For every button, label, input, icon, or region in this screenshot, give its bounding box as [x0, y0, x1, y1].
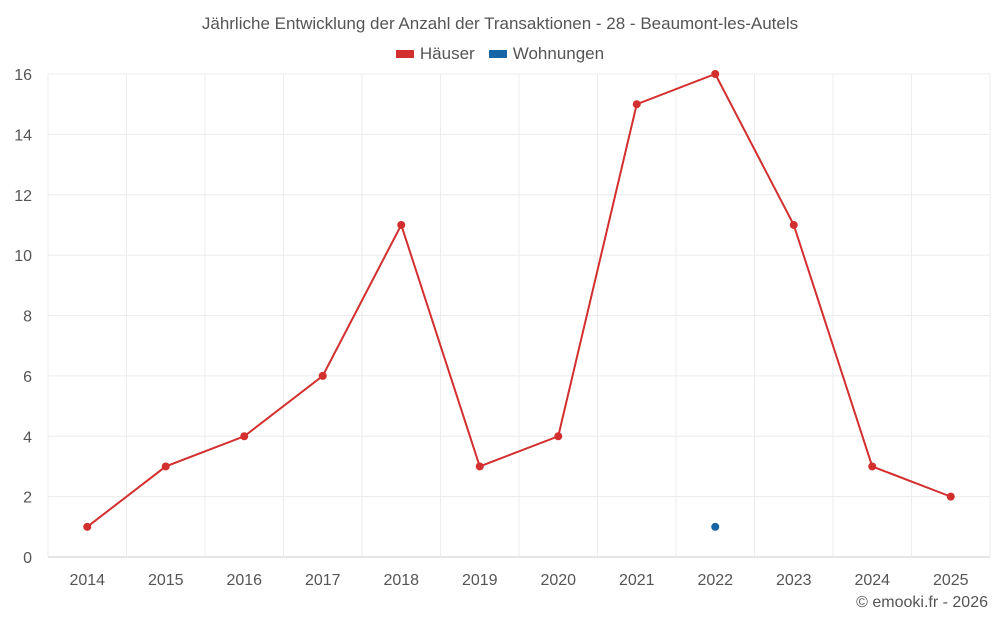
y-tick-label: 14	[14, 127, 32, 144]
x-tick-label: 2023	[776, 572, 812, 589]
data-point	[318, 371, 327, 380]
y-tick-label: 12	[14, 188, 32, 205]
data-point	[789, 220, 798, 229]
x-tick-label: 2014	[69, 572, 105, 589]
x-tick-label: 2017	[305, 572, 341, 589]
y-axis-ticks: 0 2 4 6 8 10 12 14 16	[14, 67, 32, 567]
x-tick-label: 2019	[462, 572, 498, 589]
data-point	[554, 432, 563, 441]
x-tick-label: 2018	[383, 572, 419, 589]
series-points	[83, 70, 955, 531]
data-point	[475, 462, 484, 471]
series-lines	[86, 72, 952, 528]
data-point	[240, 432, 249, 441]
y-tick-label: 8	[23, 309, 32, 326]
data-point	[868, 462, 877, 471]
data-point	[83, 522, 92, 531]
x-tick-label: 2021	[619, 572, 655, 589]
data-point	[161, 462, 170, 471]
x-tick-label: 2025	[933, 572, 969, 589]
data-point	[397, 220, 406, 229]
y-tick-label: 0	[23, 550, 32, 567]
legend-swatch-haeuser	[395, 50, 414, 58]
y-tick-label: 2	[23, 490, 32, 507]
x-tick-label: 2020	[540, 572, 576, 589]
credit-text: © emooki.fr - 2026	[856, 594, 988, 611]
legend-item-wohnungen[interactable]: Wohnungen	[488, 44, 605, 64]
grid-lines	[47, 73, 991, 558]
data-point	[946, 492, 955, 501]
data-point	[632, 100, 641, 109]
legend-swatch-wohnungen	[488, 50, 507, 58]
x-axis-ticks: 2014 2015 2016 2017 2018 2019 2020 2021 2022 2023…	[69, 572, 968, 589]
legend-label-wohnungen: Wohnungen	[512, 44, 605, 63]
x-tick-label: 2024	[854, 572, 890, 589]
series-line-0	[86, 72, 952, 528]
y-tick-label: 16	[14, 67, 32, 84]
x-tick-label: 2015	[148, 572, 184, 589]
chart-title: Jährliche Entwicklung der Anzahl der Tra…	[201, 14, 799, 33]
legend-label-haeuser: Häuser	[419, 44, 475, 63]
y-tick-label: 6	[23, 369, 32, 386]
data-point	[711, 522, 720, 531]
x-tick-label: 2022	[697, 572, 733, 589]
y-tick-label: 4	[23, 429, 32, 446]
chart-legend: Häuser Wohnungen	[0, 44, 1000, 64]
y-tick-label: 10	[14, 248, 32, 265]
data-point	[711, 70, 720, 78]
legend-item-haeuser[interactable]: Häuser	[395, 44, 475, 64]
x-tick-label: 2016	[226, 572, 262, 589]
